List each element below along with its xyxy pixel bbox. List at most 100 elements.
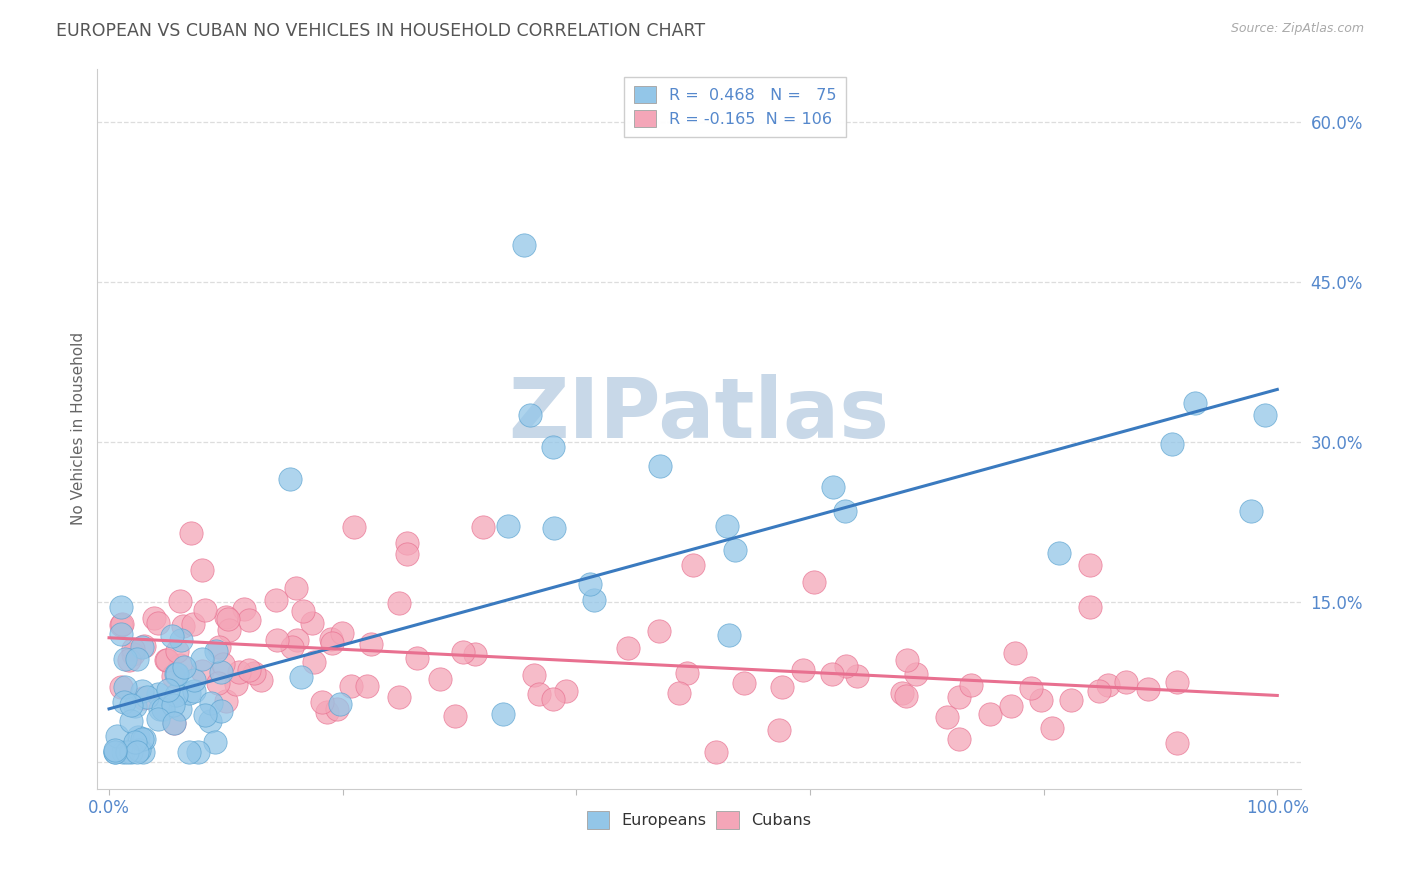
Point [834,659,856,673]
Point [668,686,690,700]
Point [648,459,671,474]
Point [768,723,790,737]
Point [191,563,214,577]
Point [166,667,188,681]
Point [132,745,155,759]
Point [115,745,138,759]
Point [131,640,153,655]
Point [183,673,205,688]
Legend: Europeans, Cubans: Europeans, Cubans [581,805,818,835]
Point [845,669,868,683]
Point [149,702,172,716]
Point [491,706,513,721]
Point [118,653,141,667]
Point [122,641,145,656]
Point [162,698,184,713]
Point [554,684,576,698]
Point [114,680,136,694]
Point [541,441,564,455]
Point [935,710,957,724]
Point [339,679,361,693]
Point [194,603,217,617]
Point [959,678,981,692]
Point [228,665,250,679]
Point [287,632,309,647]
Point [127,745,149,759]
Point [388,596,411,610]
Point [519,409,541,423]
Point [136,690,159,704]
Point [127,730,149,744]
Point [157,682,180,697]
Point [388,690,411,704]
Point [104,745,127,759]
Point [163,715,186,730]
Point [529,687,551,701]
Point [704,745,727,759]
Point [1088,684,1111,698]
Point [208,640,231,654]
Point [682,558,704,572]
Point [890,686,912,700]
Point [264,593,287,607]
Point [165,666,187,681]
Point [183,683,205,698]
Point [319,632,342,646]
Point [156,653,179,667]
Point [200,696,222,710]
Point [131,732,153,747]
Point [238,613,260,627]
Point [724,542,747,557]
Point [1097,678,1119,692]
Point [190,652,212,666]
Point [444,709,467,723]
Point [120,745,142,759]
Point [132,732,155,747]
Point [948,690,970,705]
Point [1047,546,1070,560]
Point [207,675,229,690]
Point [169,658,191,673]
Point [1254,409,1277,423]
Point [329,697,352,711]
Text: ZIPatlas: ZIPatlas [509,374,890,455]
Point [114,652,136,666]
Point [321,636,343,650]
Point [194,707,217,722]
Point [218,623,240,637]
Point [177,686,200,700]
Point [187,745,209,759]
Point [162,669,184,683]
Point [451,645,474,659]
Point [146,687,169,701]
Point [904,666,927,681]
Point [131,683,153,698]
Point [209,665,232,679]
Point [155,653,177,667]
Point [896,653,918,667]
Point [172,619,194,633]
Point [1004,646,1026,660]
Point [146,713,169,727]
Point [120,714,142,728]
Point [169,702,191,716]
Point [104,745,127,759]
Point [311,695,333,709]
Point [948,731,970,746]
Point [429,672,451,686]
Point [104,743,127,757]
Point [180,525,202,540]
Point [120,698,142,712]
Point [278,472,301,486]
Point [583,593,606,607]
Point [676,666,699,681]
Point [301,616,323,631]
Point [112,695,135,709]
Point [169,594,191,608]
Point [243,665,266,680]
Point [110,600,132,615]
Point [1080,600,1102,615]
Point [395,536,418,550]
Point [1184,396,1206,410]
Point [513,237,536,252]
